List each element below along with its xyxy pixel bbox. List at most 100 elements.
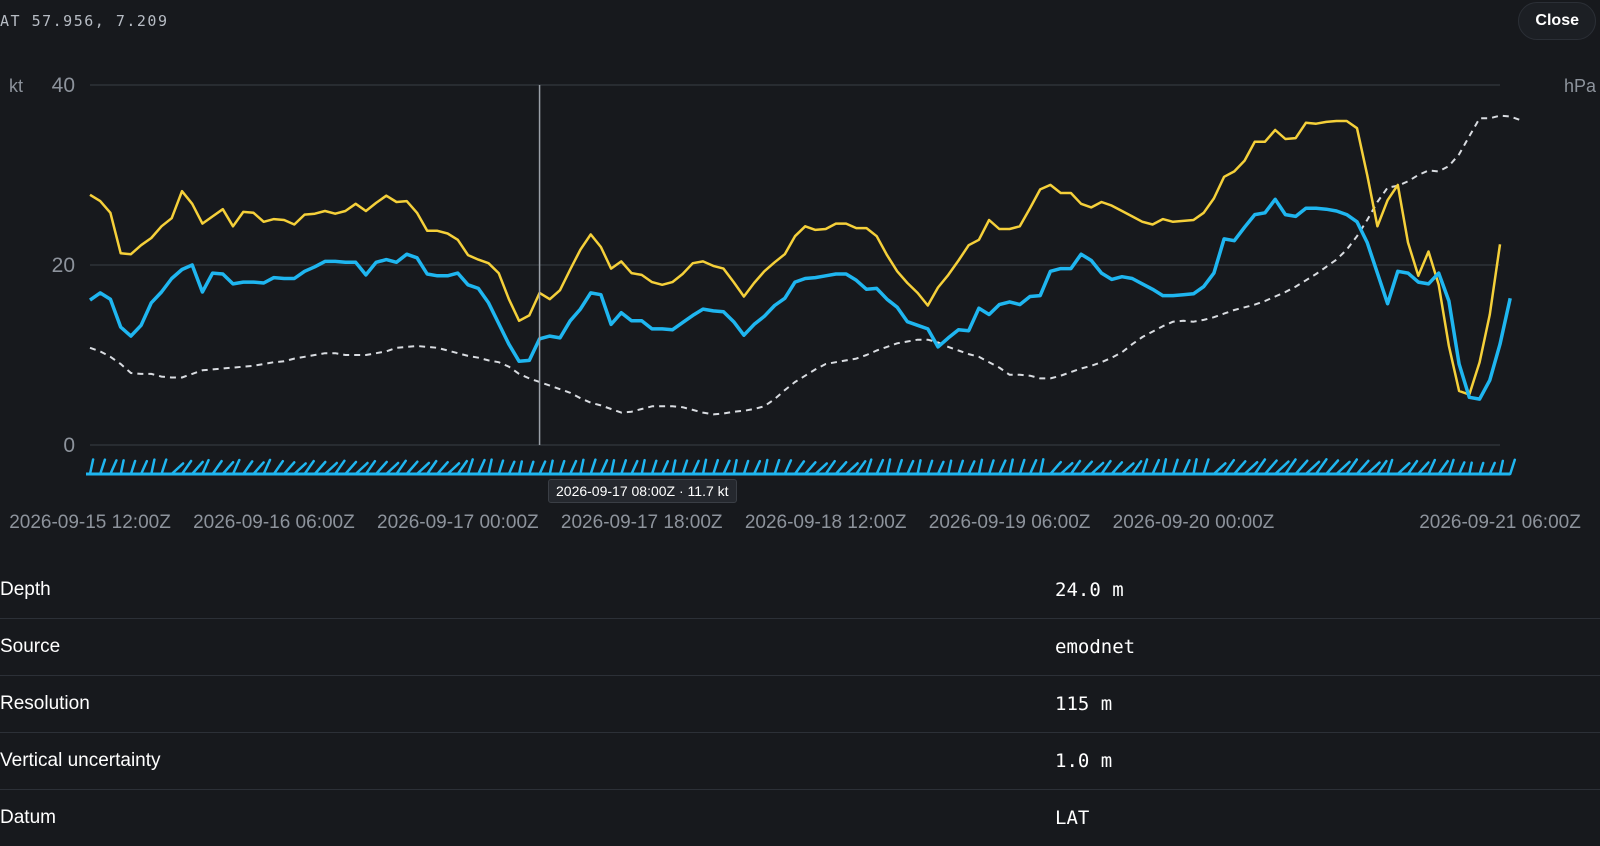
wind-barb	[242, 460, 254, 476]
wind-barb	[180, 459, 193, 476]
wind-barb	[272, 459, 285, 476]
wind-barb	[599, 459, 609, 476]
wind-barb	[1243, 460, 1259, 476]
wind-barb	[282, 461, 296, 476]
wind-barb	[1090, 461, 1105, 476]
wind-barb	[1427, 458, 1437, 476]
wind-barb	[129, 459, 137, 476]
wind-barb	[1079, 460, 1094, 476]
wind-barb	[190, 460, 204, 476]
wind-barb	[517, 460, 524, 476]
wind-barb	[763, 458, 769, 476]
wind-barb	[487, 458, 493, 476]
wind-barb	[640, 458, 646, 476]
properties-table: Depth 24.0 m Source emodnet Resolution 1…	[0, 562, 1600, 846]
wind-barb	[875, 458, 885, 476]
wind-barb	[987, 459, 995, 476]
wind-barb	[88, 458, 95, 476]
wind-barb	[906, 459, 915, 476]
wind-barb	[1233, 460, 1247, 476]
wind-barb	[1355, 459, 1370, 476]
wind-barb	[671, 459, 677, 476]
wind-barb	[1151, 458, 1161, 476]
property-label: Depth	[0, 579, 51, 600]
wind-barb	[1182, 459, 1191, 476]
x-tick-label: 2026-09-17 18:00Z	[561, 512, 723, 533]
wind-barb	[538, 460, 547, 476]
wind-barb	[1141, 458, 1149, 476]
wind-barb	[732, 458, 738, 476]
wind-barb	[998, 459, 1007, 476]
wind-barb	[313, 460, 327, 476]
table-row: Datum LAT	[0, 790, 1600, 846]
wind-barb	[824, 459, 836, 476]
wind-barb	[814, 462, 829, 476]
pressure-series-line	[89, 114, 1521, 416]
x-tick-label: 2026-09-17 00:00Z	[377, 512, 539, 533]
wind-barb	[855, 460, 867, 476]
wind-barb	[1038, 458, 1045, 476]
close-button[interactable]: Close	[1518, 2, 1596, 40]
wind-barb	[1284, 458, 1297, 476]
wind-barb	[967, 460, 976, 476]
wind-barb	[477, 458, 486, 476]
wind-barb	[1120, 462, 1135, 476]
wind-barb	[681, 459, 689, 476]
wind-barb	[211, 459, 223, 476]
wind-barb	[1396, 461, 1411, 476]
wind-barb	[1059, 461, 1074, 476]
table-row: Resolution 115 m	[0, 676, 1600, 733]
x-tick-label: 2026-09-21 06:00Z	[1419, 512, 1581, 533]
wind-barb	[1406, 459, 1419, 476]
x-tick-label: 2026-09-16 06:00Z	[193, 512, 355, 533]
wind-barb	[1008, 458, 1014, 476]
x-tick-label: 2026-09-19 06:00Z	[929, 512, 1091, 533]
wind-barb	[834, 460, 848, 476]
wind-barb	[1345, 458, 1359, 476]
x-tick-label: 2026-09-15 12:00Z	[9, 512, 171, 533]
wind-barb	[742, 459, 750, 476]
wind-chart[interactable]: 0 20 40 2026-09-15 12:00Z 2026-09-16 06:00Z 2…	[0, 0, 1600, 540]
wind-barb	[221, 460, 235, 476]
wind-barb	[170, 462, 185, 476]
y-axis-unit-left: kt	[9, 76, 24, 96]
wind-barb	[1110, 461, 1124, 476]
wind-barb	[303, 459, 315, 476]
wind-barb	[344, 460, 358, 476]
wind-barb	[1049, 460, 1063, 476]
wind-barb	[1212, 462, 1227, 476]
wind-barb	[333, 459, 346, 476]
location-coordinates: AT 57.956, 7.209	[0, 12, 169, 30]
wind-barb	[160, 458, 168, 476]
wind-barb	[936, 460, 945, 476]
wind-barb	[609, 459, 616, 476]
wind-barb	[1130, 460, 1143, 476]
wind-barb	[895, 458, 903, 476]
wind-barb	[528, 460, 535, 476]
property-label: Vertical uncertainty	[0, 750, 161, 771]
wind-barb	[620, 459, 628, 476]
table-row: Depth 24.0 m	[0, 562, 1600, 619]
wind-barb	[1069, 459, 1082, 476]
wind-barb	[1161, 458, 1168, 476]
property-label: Resolution	[0, 693, 90, 714]
wind-barb	[752, 459, 762, 476]
gust-series-line	[89, 119, 1502, 396]
wind-barb	[803, 461, 817, 476]
wind-barb	[1253, 458, 1267, 476]
wind-barb	[589, 458, 597, 476]
wind-barb	[374, 460, 388, 476]
wind-barb	[395, 459, 407, 476]
wind-barb	[977, 458, 984, 476]
wind-barb	[916, 459, 922, 476]
wind-barb	[1304, 460, 1321, 476]
wind-barb	[865, 458, 873, 476]
wind-barb	[548, 459, 554, 476]
wind-barb	[252, 461, 265, 476]
wind-barb	[783, 459, 793, 476]
wind-barb	[844, 462, 859, 476]
wind-barb	[630, 459, 639, 476]
property-value: 115 m	[1055, 693, 1113, 715]
wind-barb	[466, 458, 474, 476]
wind-barb	[1417, 461, 1430, 476]
